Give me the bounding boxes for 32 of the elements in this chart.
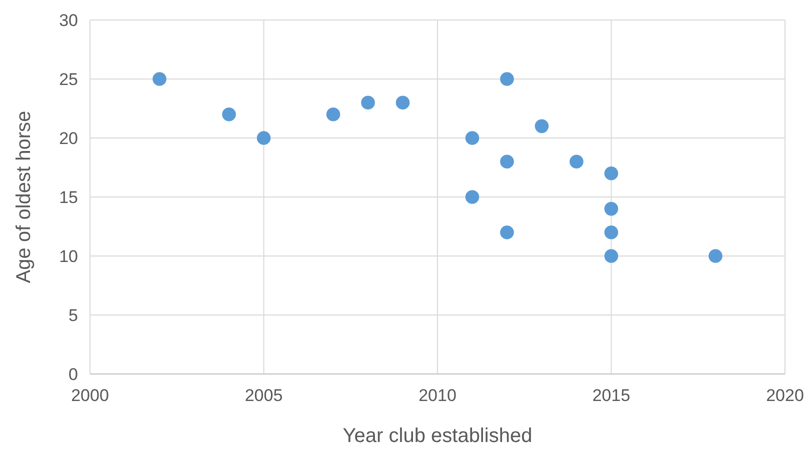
- x-tick-label: 2015: [592, 386, 630, 405]
- point: [465, 190, 480, 204]
- point: [708, 249, 722, 263]
- point: [570, 154, 584, 168]
- y-tick-label: 15: [59, 188, 78, 207]
- point: [534, 119, 549, 134]
- x-axis-title: Year club established: [342, 425, 532, 447]
- point: [500, 226, 514, 240]
- y-tick-label: 10: [59, 247, 78, 266]
- point: [500, 154, 514, 168]
- point: [222, 108, 236, 122]
- point: [604, 226, 618, 240]
- y-axis-title: Age of oldest horse: [13, 110, 35, 284]
- point: [465, 131, 480, 145]
- x-tick-label: 2020: [766, 386, 804, 405]
- point: [361, 96, 375, 110]
- point: [326, 108, 340, 122]
- point: [256, 131, 271, 145]
- y-tick-label: 0: [68, 365, 78, 384]
- point: [604, 202, 618, 216]
- point: [604, 166, 618, 180]
- point: [152, 72, 166, 86]
- x-tick-label: 2005: [244, 386, 283, 405]
- x-tick-label: 2000: [71, 386, 109, 405]
- point: [604, 249, 618, 263]
- y-tick-label: 25: [59, 70, 78, 89]
- point: [396, 96, 410, 110]
- y-tick-label: 30: [59, 11, 78, 30]
- y-tick-label: 20: [59, 129, 78, 148]
- y-tick-label: 5: [68, 306, 78, 325]
- x-tick-label: 2010: [418, 386, 456, 405]
- point: [500, 72, 514, 86]
